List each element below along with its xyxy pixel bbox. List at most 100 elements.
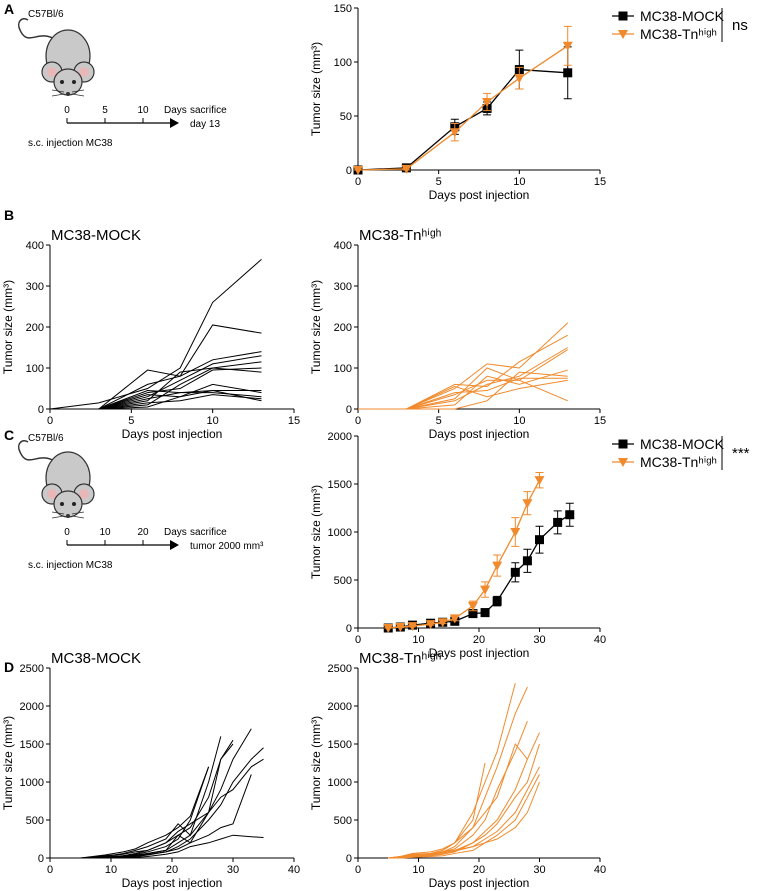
y-tick-label: 1000	[328, 777, 352, 789]
y-axis-label: Tumor size (mm³)	[309, 716, 323, 810]
y-tick-label: 0	[346, 404, 352, 416]
y-tick-label: 150	[334, 3, 352, 15]
y-tick-label: 0	[346, 623, 352, 635]
y-tick-label: 2500	[328, 663, 352, 675]
series-line	[80, 743, 234, 859]
legend-marker	[618, 458, 628, 467]
y-tick-label: 0	[346, 853, 352, 865]
timeline-label: 0	[64, 105, 70, 116]
timeline-label: 0	[64, 527, 70, 538]
legend-label: MC38-MOCK	[640, 8, 725, 24]
x-tick-label: 30	[533, 634, 545, 646]
x-tick-label: 30	[227, 864, 239, 876]
y-axis-label: Tumor size (mm³)	[1, 716, 15, 810]
y-tick-label: 100	[334, 363, 352, 375]
x-axis-label: Days post injection	[122, 876, 223, 890]
chart: 0 10 20 30 40 0 500 1000 1500 2000 Days post injec…	[309, 431, 750, 660]
annotation: ***	[732, 445, 750, 462]
timeline-label: 10	[137, 105, 149, 116]
marker	[467, 601, 478, 611]
y-tick-label: 2500	[20, 663, 44, 675]
series-line	[388, 514, 571, 629]
y-tick-label: 300	[26, 281, 44, 293]
x-tick-label: 5	[436, 415, 442, 427]
x-axis-label: Days post injection	[429, 188, 530, 202]
series-line	[80, 736, 222, 859]
series-line	[388, 479, 541, 629]
legend-label: MC38-Tnʰⁱᵍʰ	[640, 454, 717, 470]
series-line	[357, 45, 569, 171]
y-tick-label: 2000	[328, 431, 352, 443]
injection: s.c. injection MC38	[28, 560, 113, 571]
marker	[510, 528, 521, 537]
chart-title: MC38-MOCK	[51, 650, 141, 667]
series-line	[49, 258, 262, 410]
marker	[522, 499, 533, 509]
timeline-label: 5	[102, 105, 108, 116]
timeline-unit: Days	[164, 105, 187, 116]
series-line	[388, 743, 540, 859]
marker	[407, 622, 418, 632]
marker	[353, 166, 363, 175]
chart-title: MC38-Tnʰⁱᵍʰ	[359, 650, 442, 667]
marker	[449, 128, 460, 138]
mouse-icon	[17, 17, 95, 97]
y-tick-label: 1500	[328, 739, 352, 751]
x-tick-label: 15	[288, 415, 300, 427]
marker	[437, 618, 448, 628]
legend-label: MC38-Tnʰⁱᵍʰ	[640, 26, 717, 42]
chart: 0 10 20 30 40 0 500 1000 1500 2000 2500 Days post i…	[1, 650, 300, 890]
marker	[510, 567, 520, 577]
series-line	[80, 774, 252, 859]
y-tick-label: 100	[26, 363, 44, 375]
marker	[563, 68, 573, 78]
marker	[534, 476, 545, 486]
series-line	[358, 379, 568, 410]
x-tick-label: 0	[355, 864, 361, 876]
y-tick-label: 200	[334, 322, 352, 334]
marker	[482, 97, 493, 107]
marker	[480, 585, 491, 595]
x-tick-label: 10	[412, 634, 424, 646]
x-tick-label: 5	[436, 176, 442, 188]
x-tick-label: 15	[594, 176, 606, 188]
y-axis-label: Tumor size (mm³)	[309, 42, 323, 136]
series-line	[388, 742, 528, 859]
panel-label: C	[4, 427, 14, 443]
y-tick-label: 400	[26, 240, 44, 252]
x-axis-label: Days post injection	[429, 646, 530, 660]
series-line	[80, 834, 264, 859]
x-tick-label: 0	[355, 634, 361, 646]
x-tick-label: 10	[513, 176, 525, 188]
y-axis-label: Tumor size (mm³)	[1, 280, 15, 374]
x-tick-label: 40	[594, 864, 606, 876]
series-line	[388, 766, 540, 859]
chart: 0 10 20 30 40 0 500 1000 1500 2000 2500 Days post i…	[309, 650, 606, 890]
schematic: C57Bl/6 0 5 10 Days sacrifice day 13 s.c…	[17, 9, 227, 149]
x-axis-label: Days post injection	[429, 876, 530, 890]
series-line	[80, 766, 210, 859]
y-tick-label: 1000	[328, 527, 352, 539]
arrow-head	[170, 540, 179, 550]
timeline-unit: Days	[164, 527, 187, 538]
y-axis-label: Tumor size (mm³)	[309, 485, 323, 579]
endpoint: tumor 2000 mm³	[190, 541, 264, 552]
y-tick-label: 50	[340, 111, 352, 123]
chart-title: MC38-Tnʰⁱᵍʰ	[359, 227, 442, 244]
legend-marker	[618, 11, 628, 21]
y-tick-label: 400	[334, 240, 352, 252]
x-tick-label: 10	[207, 415, 219, 427]
endpoint: day 13	[190, 119, 220, 130]
x-tick-label: 30	[533, 864, 545, 876]
annotation: ns	[732, 17, 748, 34]
marker	[492, 596, 502, 606]
series-line	[50, 390, 262, 410]
x-tick-label: 0	[355, 415, 361, 427]
x-tick-label: 20	[166, 864, 178, 876]
legend-marker	[618, 30, 628, 39]
series-line	[80, 747, 264, 859]
x-tick-label: 20	[473, 634, 485, 646]
y-axis-label: Tumor size (mm³)	[309, 280, 323, 374]
